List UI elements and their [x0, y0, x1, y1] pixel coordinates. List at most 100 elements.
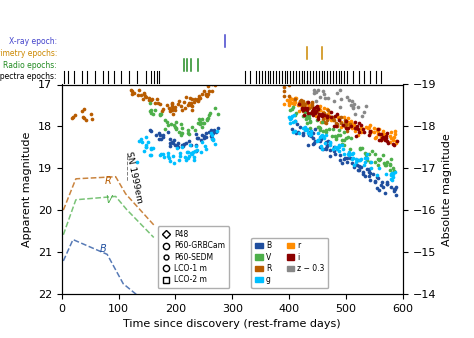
Point [301, 102, 309, 107]
Point [159, 132, 166, 138]
Point [318, 133, 325, 139]
Point [342, 121, 350, 127]
Point [371, 125, 378, 130]
Point [211, 105, 219, 111]
Point [330, 144, 337, 150]
Point [375, 137, 383, 143]
Point [372, 134, 379, 140]
Point [137, 137, 144, 142]
Point [383, 179, 391, 185]
Point [280, 94, 288, 99]
Point [333, 145, 340, 151]
Point [137, 93, 145, 98]
Point [315, 105, 322, 111]
Text: Polarimetry epochs:: Polarimetry epochs: [0, 49, 57, 58]
Point [365, 170, 373, 175]
Point [326, 113, 333, 119]
Point [327, 114, 335, 119]
Point [205, 89, 213, 94]
Point [310, 78, 318, 83]
Point [139, 97, 146, 102]
Point [80, 115, 88, 121]
Point [308, 110, 316, 115]
Point [354, 162, 361, 168]
Point [382, 136, 390, 141]
Point [299, 130, 307, 135]
Point [172, 105, 179, 110]
Point [343, 118, 350, 124]
Point [383, 162, 390, 167]
Point [135, 88, 143, 93]
Point [187, 95, 194, 101]
Point [340, 122, 347, 128]
Point [188, 107, 196, 112]
Point [340, 114, 348, 120]
Point [299, 107, 306, 112]
Point [333, 90, 341, 95]
Point [187, 150, 195, 155]
Point [306, 126, 314, 131]
Point [388, 129, 395, 135]
Point [324, 139, 332, 144]
Point [309, 109, 316, 114]
Point [391, 186, 399, 191]
Point [308, 104, 315, 109]
Point [196, 120, 203, 125]
Point [208, 135, 216, 140]
Point [318, 119, 325, 125]
Point [356, 167, 363, 173]
Point [311, 127, 319, 132]
Point [322, 115, 330, 121]
Point [377, 182, 385, 187]
Point [167, 121, 175, 126]
Point [283, 97, 291, 102]
Point [168, 103, 175, 108]
Y-axis label: Apparent magnitude: Apparent magnitude [22, 131, 32, 247]
Point [80, 106, 88, 112]
Point [382, 132, 390, 137]
Point [300, 102, 307, 107]
Point [381, 133, 389, 138]
Point [309, 103, 316, 108]
Point [290, 104, 297, 110]
Point [313, 104, 320, 109]
Point [200, 120, 208, 125]
Point [206, 111, 214, 116]
Point [387, 157, 394, 162]
Point [174, 101, 182, 106]
Point [382, 134, 389, 139]
Point [302, 113, 310, 119]
Point [68, 115, 76, 120]
Point [366, 177, 374, 183]
Point [315, 137, 322, 142]
Point [360, 170, 367, 175]
Point [317, 107, 324, 112]
Point [88, 116, 96, 121]
Point [391, 170, 399, 175]
Point [312, 108, 319, 114]
Point [286, 116, 293, 121]
Point [343, 136, 350, 141]
Point [329, 117, 337, 122]
Point [340, 122, 347, 127]
Point [336, 157, 344, 163]
Point [336, 132, 344, 138]
Point [335, 114, 342, 119]
Point [315, 111, 323, 117]
Point [135, 138, 143, 143]
Point [168, 101, 176, 106]
Point [314, 138, 322, 143]
Point [371, 159, 379, 165]
Point [314, 88, 321, 93]
Point [188, 152, 196, 157]
Point [177, 121, 184, 127]
Point [357, 123, 365, 128]
Point [337, 124, 345, 130]
Point [353, 133, 360, 139]
Point [299, 114, 306, 119]
Point [340, 137, 348, 143]
Point [156, 112, 164, 117]
Point [320, 136, 328, 141]
Point [369, 172, 377, 177]
Point [323, 118, 331, 123]
